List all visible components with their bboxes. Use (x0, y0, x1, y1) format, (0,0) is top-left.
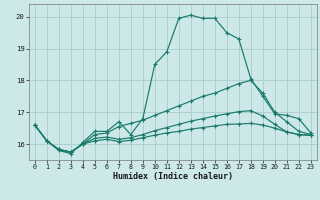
X-axis label: Humidex (Indice chaleur): Humidex (Indice chaleur) (113, 172, 233, 181)
